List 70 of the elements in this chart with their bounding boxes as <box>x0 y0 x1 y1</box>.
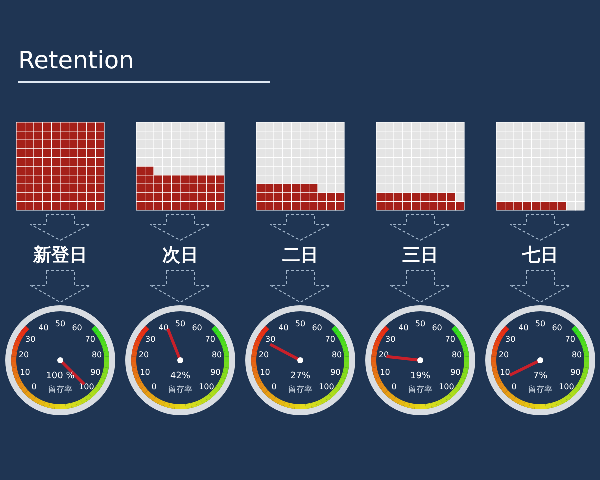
data-label: 100 % <box>46 372 76 382</box>
text: 50 <box>175 320 186 328</box>
data-label: 27% <box>290 372 311 382</box>
text: 70 <box>565 334 576 344</box>
text: 0 <box>32 382 37 392</box>
text: 10 <box>500 368 510 377</box>
category-label: 新登日 <box>32 245 88 266</box>
text: 90 <box>330 368 341 377</box>
text: 10 <box>20 368 30 377</box>
text: 30 <box>385 334 396 344</box>
text: 60 <box>192 324 202 333</box>
category-label: 次日 <box>162 245 198 266</box>
category-label: 七日 <box>522 245 558 266</box>
text: 80 <box>92 350 102 360</box>
text: 50 <box>295 320 306 328</box>
text: 70 <box>85 334 96 344</box>
text: 90 <box>570 368 581 377</box>
text: 40 <box>38 324 49 333</box>
text: 50 <box>415 320 426 328</box>
data-label: 19% <box>410 372 431 382</box>
text: 30 <box>145 334 156 344</box>
text: 0 <box>272 382 277 392</box>
text: 60 <box>432 324 442 333</box>
text: 50 <box>55 320 66 328</box>
text: 70 <box>205 334 216 344</box>
category-label: 三日 <box>402 245 438 266</box>
text: 0 <box>392 382 397 392</box>
text: 0 <box>152 382 157 392</box>
category-label: 二日 <box>282 245 318 266</box>
text: 100 <box>439 382 454 392</box>
text: 10 <box>380 368 390 377</box>
text: Retention <box>18 46 134 74</box>
text: 20 <box>498 350 510 360</box>
text: 100 <box>79 382 94 392</box>
text: 30 <box>265 334 276 344</box>
text: 10 <box>260 368 270 377</box>
data-label: 7% <box>533 372 548 382</box>
text: 90 <box>90 368 101 377</box>
text: 30 <box>25 334 36 344</box>
text: 40 <box>278 324 289 333</box>
text: 20 <box>258 350 270 360</box>
text: 留存率 <box>408 385 432 394</box>
text: 留存率 <box>168 385 192 394</box>
text: 60 <box>312 324 322 333</box>
text: 40 <box>398 324 409 333</box>
text: 100 <box>559 382 574 392</box>
text: 80 <box>332 350 342 360</box>
text: 40 <box>158 324 169 333</box>
text: 40 <box>518 324 529 333</box>
text: 60 <box>72 324 82 333</box>
text: 留存率 <box>528 385 552 394</box>
text: 20 <box>18 350 30 360</box>
text: 90 <box>450 368 461 377</box>
text: 50 <box>535 320 546 328</box>
text: 80 <box>572 350 582 360</box>
text: 70 <box>325 334 336 344</box>
text: 留存率 <box>48 385 72 394</box>
text: 70 <box>445 334 456 344</box>
text: 60 <box>552 324 562 333</box>
text: 20 <box>138 350 150 360</box>
data-label: 42% <box>170 372 191 382</box>
text: 80 <box>452 350 462 360</box>
text: 30 <box>505 334 516 344</box>
text: 100 <box>319 382 334 392</box>
text: 90 <box>210 368 221 377</box>
text: 留存率 <box>288 385 312 394</box>
text: 80 <box>212 350 222 360</box>
text: 100 <box>199 382 214 392</box>
text: 10 <box>140 368 150 377</box>
text: 0 <box>512 382 517 392</box>
